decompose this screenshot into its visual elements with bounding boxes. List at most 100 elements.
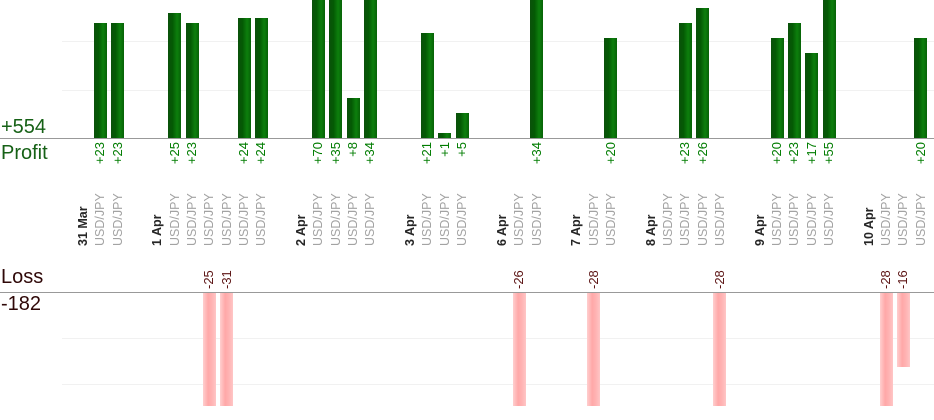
profit-bar — [914, 38, 928, 138]
trade-symbol-label: USD/JPY — [586, 193, 601, 246]
profit-gridline-10 — [62, 90, 934, 91]
trade-symbol-label: USD/JPY — [695, 193, 710, 246]
trade-symbol-label: USD/JPY — [437, 193, 452, 246]
trade-value-label: +23 — [109, 142, 125, 165]
trade-value-label: -25 — [201, 270, 217, 289]
loss-bar — [879, 293, 893, 406]
loss-baseline — [0, 292, 934, 293]
loss-bar — [713, 293, 727, 406]
profit-bar — [455, 113, 469, 138]
trade-symbol-label: USD/JPY — [678, 193, 693, 246]
trade-value-label: +20 — [769, 142, 785, 165]
trade-value-label: +5 — [454, 142, 470, 157]
trade-symbol-label: USD/JPY — [804, 193, 819, 246]
profit-bar — [111, 23, 125, 138]
trade-symbol-label: USD/JPY — [529, 193, 544, 246]
trade-value-label: -31 — [218, 270, 234, 289]
loss-bar — [220, 293, 234, 406]
loss-gridline-20 — [62, 384, 934, 385]
profit-bar — [787, 23, 801, 138]
profit-bar — [420, 33, 434, 138]
date-label: 31 Mar — [76, 206, 90, 246]
profit-bar — [363, 0, 377, 138]
trade-symbol-label: USD/JPY — [512, 193, 527, 246]
trade-symbol-label: USD/JPY — [660, 193, 675, 246]
trade-symbol-label: USD/JPY — [110, 193, 125, 246]
date-label: 8 Apr — [643, 214, 658, 247]
date-label: 6 Apr — [494, 214, 509, 247]
trade-symbol-label: USD/JPY — [219, 193, 234, 246]
profit-bar — [254, 18, 268, 138]
trade-symbol-label: USD/JPY — [822, 193, 837, 246]
trade-symbol-label: USD/JPY — [420, 193, 435, 246]
trade-value-label: +1 — [436, 142, 452, 157]
date-label: 7 Apr — [569, 214, 584, 247]
loss-axis-label: Loss — [1, 266, 44, 288]
trade-symbol-label: USD/JPY — [93, 193, 108, 246]
profit-bar — [678, 23, 692, 138]
trade-symbol-label: USD/JPY — [712, 193, 727, 246]
profit-bar — [770, 38, 784, 138]
trade-symbol-label: USD/JPY — [311, 193, 326, 246]
trade-value-label: +26 — [694, 142, 710, 165]
trade-symbol-label: USD/JPY — [202, 193, 217, 246]
date-label: 10 Apr — [861, 207, 876, 246]
date-label: 1 Apr — [150, 214, 165, 247]
trade-symbol-label: USD/JPY — [346, 193, 361, 246]
trade-value-label: +24 — [236, 142, 252, 165]
loss-bar — [202, 293, 216, 406]
trade-symbol-label: USD/JPY — [913, 193, 928, 246]
trade-value-label: -28 — [711, 270, 727, 289]
date-label: 3 Apr — [403, 214, 418, 247]
loss-bar — [512, 293, 526, 406]
trade-value-label: +21 — [419, 142, 435, 165]
trade-value-label: +17 — [803, 142, 819, 165]
trade-value-label: +8 — [345, 142, 361, 157]
trade-value-label: +23 — [184, 142, 200, 165]
profit-bar — [237, 18, 251, 138]
profit-bar — [168, 13, 182, 138]
profit-bar — [93, 23, 107, 138]
trade-symbol-label: USD/JPY — [237, 193, 252, 246]
trade-value-label: +25 — [166, 142, 182, 165]
trade-value-label: +20 — [602, 142, 618, 165]
trade-value-label: -26 — [511, 270, 527, 289]
profit-gridline-20 — [62, 41, 934, 42]
profit-axis-label: Profit — [1, 142, 48, 164]
trade-value-label: +23 — [92, 142, 108, 165]
trade-value-label: +23 — [786, 142, 802, 165]
trade-symbol-label: USD/JPY — [363, 193, 378, 246]
trade-value-label: +70 — [310, 142, 326, 165]
profit-bar — [311, 0, 325, 138]
trade-symbol-label: USD/JPY — [328, 193, 343, 246]
loss-total-label: -182 — [1, 293, 42, 315]
profit-bar — [805, 53, 819, 138]
trade-value-label: +55 — [821, 142, 837, 165]
trade-value-label: -28 — [585, 270, 601, 289]
trade-value-label: +24 — [253, 142, 269, 165]
trade-value-label: -28 — [878, 270, 894, 289]
loss-bar — [587, 293, 601, 406]
profit-bar — [438, 133, 452, 138]
profit-bar — [604, 38, 618, 138]
loss-bar — [896, 293, 910, 367]
trade-symbol-label: USD/JPY — [787, 193, 802, 246]
trade-value-label: +34 — [362, 142, 378, 165]
trade-symbol-label: USD/JPY — [770, 193, 785, 246]
trade-symbol-label: USD/JPY — [185, 193, 200, 246]
loss-gridline-10 — [62, 338, 934, 339]
trade-symbol-label: USD/JPY — [254, 193, 269, 246]
trade-value-label: -16 — [895, 270, 911, 289]
trade-value-label: +20 — [912, 142, 928, 165]
date-label: 9 Apr — [752, 214, 767, 247]
trade-symbol-label: USD/JPY — [455, 193, 470, 246]
trade-value-label: +23 — [677, 142, 693, 165]
profit-bar — [822, 0, 836, 138]
trade-value-label: +35 — [327, 142, 343, 165]
profit-bar — [185, 23, 199, 138]
profit-total-label: +554 — [1, 116, 47, 138]
trade-symbol-label: USD/JPY — [896, 193, 911, 246]
profit-bar — [346, 98, 360, 138]
trade-symbol-label: USD/JPY — [879, 193, 894, 246]
